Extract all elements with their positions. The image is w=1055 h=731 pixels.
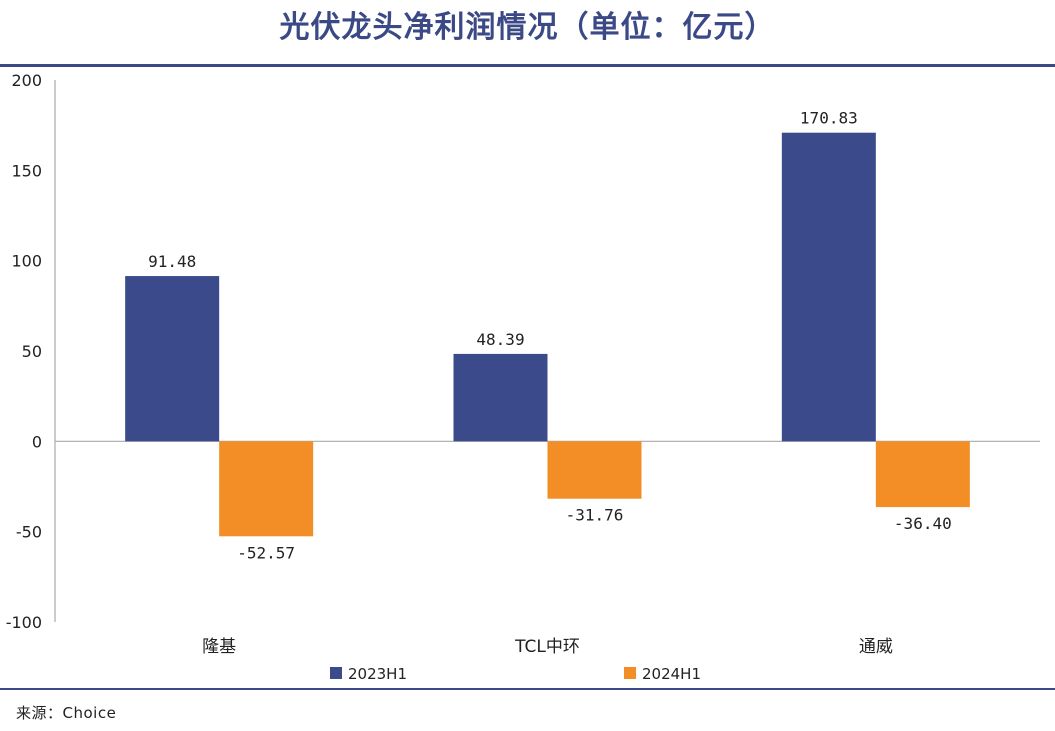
data-label: -31.76 — [566, 506, 624, 525]
chart-legend: 2023H1 2024H1 — [330, 665, 701, 683]
x-category-label: 通威 — [859, 637, 893, 657]
chart-title: 光伏龙头净利润情况（单位：亿元） — [279, 10, 776, 45]
x-category-label: 隆基 — [202, 637, 236, 657]
y-tick-label: 100 — [11, 252, 42, 271]
bar-chart: 200 150 100 50 0 -50 -100 91.48 -52.57 隆基 48.39 -3… — [6, 71, 1040, 683]
y-tick-label: -50 — [16, 523, 42, 542]
bar-2024H1 — [219, 441, 314, 537]
bar-2024H1 — [875, 441, 970, 508]
chart-bars — [125, 132, 970, 537]
y-tick-label: 0 — [32, 432, 42, 451]
bar-2023H1 — [781, 132, 876, 442]
chart-labels: 91.48 -52.57 隆基 48.39 -31.76 TCL中环 170.83 -36.4… — [148, 109, 952, 657]
title-divider — [0, 64, 1055, 67]
y-tick-label: 50 — [22, 342, 42, 361]
bar-2023H1 — [125, 276, 220, 442]
footer-divider — [0, 688, 1055, 690]
bar-2023H1 — [453, 353, 548, 442]
x-category-label: TCL中环 — [514, 637, 580, 657]
data-label: -52.57 — [237, 543, 295, 562]
y-tick-label: -100 — [6, 613, 42, 632]
y-tick-label: 200 — [11, 71, 42, 90]
data-label: 170.83 — [800, 109, 858, 128]
data-label: 48.39 — [476, 330, 524, 349]
data-label: -36.40 — [894, 514, 952, 533]
source-note: 来源：Choice — [16, 704, 117, 722]
bar-2024H1 — [547, 441, 642, 499]
data-label: 91.48 — [148, 252, 196, 271]
legend-swatch — [624, 667, 636, 679]
legend-label: 2024H1 — [642, 665, 701, 683]
legend-label: 2023H1 — [348, 665, 407, 683]
legend-swatch — [330, 667, 342, 679]
y-tick-label: 150 — [11, 161, 42, 180]
